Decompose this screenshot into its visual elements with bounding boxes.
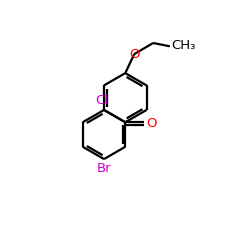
Text: Br: Br — [96, 162, 111, 175]
Text: O: O — [128, 48, 139, 61]
Text: O: O — [145, 117, 156, 130]
Text: Cl: Cl — [95, 94, 108, 107]
Text: CH₃: CH₃ — [170, 39, 195, 52]
